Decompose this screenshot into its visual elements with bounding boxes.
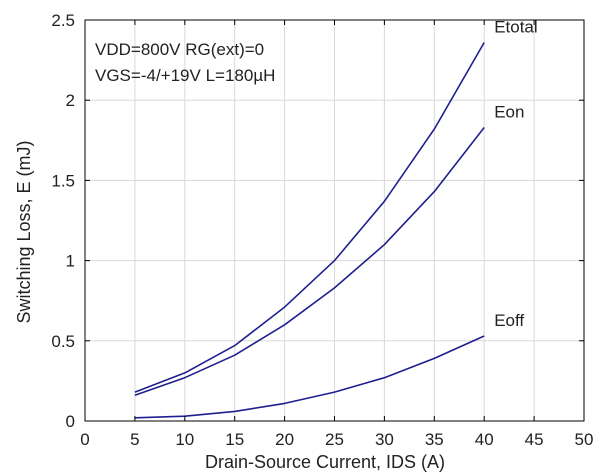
x-axis-title: Drain-Source Current, IDS (A) [205, 452, 445, 472]
y-tick-label: 2.5 [51, 11, 75, 30]
series-label-eon: Eon [494, 102, 524, 121]
series-label-eoff: Eoff [494, 311, 524, 330]
x-tick-label: 0 [80, 430, 89, 449]
axis-ticks: 0 5 10 15 20 25 30 35 40 45 50 0 0.5 1 1.5 2 2.5 [51, 11, 593, 449]
x-tick-label: 10 [175, 430, 194, 449]
series-line-eon [134, 127, 485, 397]
y-tick-label: 1 [66, 252, 75, 271]
x-tick-label: 5 [130, 430, 139, 449]
annotation-line-2: VGS=-4/+19V L=180µH [95, 66, 275, 85]
series-labels: Etotal Eon Eoff [494, 17, 537, 330]
y-tick-label: 0 [66, 412, 75, 431]
series-lines [134, 42, 485, 419]
x-tick-label: 15 [225, 430, 244, 449]
series-line-eoff [134, 335, 485, 419]
x-tick-label: 40 [475, 430, 494, 449]
x-tick-label: 25 [325, 430, 344, 449]
x-tick-label: 30 [375, 430, 394, 449]
y-axis-title: Switching Loss, E (mJ) [14, 140, 34, 323]
x-tick-label: 35 [425, 430, 444, 449]
y-tick-label: 0.5 [51, 332, 75, 351]
grid [85, 20, 584, 421]
y-tick-label: 2 [66, 91, 75, 110]
x-tick-label: 50 [575, 430, 594, 449]
series-label-etotal: Etotal [494, 17, 537, 36]
y-tick-label: 1.5 [51, 171, 75, 190]
x-tick-label: 20 [275, 430, 294, 449]
series-line-etotal [134, 42, 485, 393]
x-tick-label: 45 [525, 430, 544, 449]
annotation-line-1: VDD=800V RG(ext)=0 [95, 40, 264, 59]
